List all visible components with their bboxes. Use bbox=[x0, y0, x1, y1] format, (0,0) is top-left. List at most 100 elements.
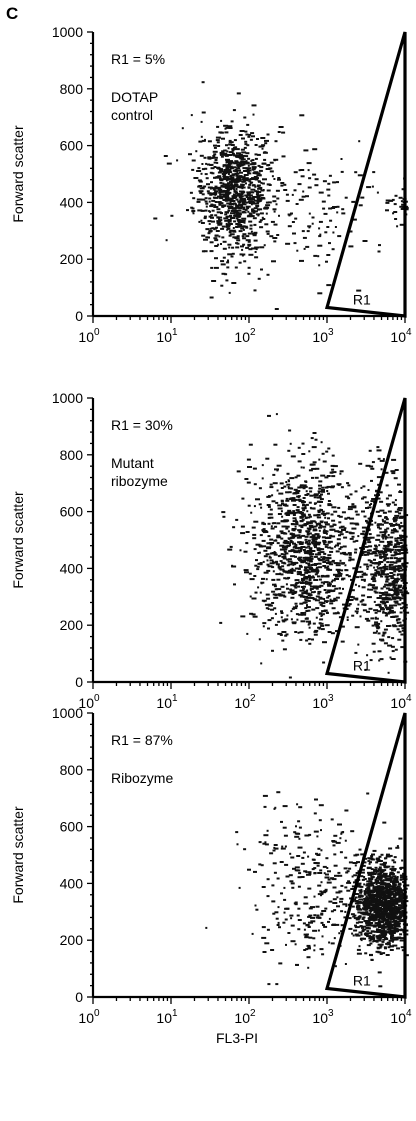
data-point bbox=[354, 583, 357, 586]
data-point bbox=[331, 535, 336, 538]
data-point bbox=[277, 906, 280, 909]
data-point bbox=[226, 227, 230, 230]
data-point bbox=[294, 866, 300, 869]
data-point bbox=[225, 215, 229, 218]
data-point bbox=[326, 490, 329, 492]
data-point bbox=[332, 898, 337, 901]
data-point bbox=[369, 536, 375, 539]
data-point bbox=[401, 188, 405, 191]
data-point bbox=[281, 131, 286, 134]
data-point bbox=[333, 909, 337, 912]
data-point bbox=[292, 504, 297, 506]
data-point bbox=[373, 609, 379, 612]
data-point bbox=[280, 616, 283, 619]
data-point bbox=[272, 570, 275, 573]
data-point bbox=[373, 914, 376, 917]
data-point bbox=[372, 919, 376, 922]
data-point bbox=[312, 173, 317, 176]
data-point bbox=[305, 933, 309, 936]
data-point bbox=[310, 463, 316, 466]
data-point bbox=[367, 584, 370, 587]
data-point bbox=[376, 947, 380, 950]
data-point bbox=[331, 607, 336, 610]
data-point bbox=[247, 243, 252, 246]
data-point bbox=[301, 577, 305, 580]
data-point bbox=[319, 890, 323, 893]
data-point bbox=[374, 572, 378, 575]
data-point bbox=[267, 627, 270, 630]
data-point bbox=[365, 895, 368, 898]
data-point bbox=[373, 574, 378, 577]
data-point bbox=[389, 898, 392, 901]
data-point bbox=[385, 518, 389, 521]
data-point bbox=[315, 553, 319, 556]
data-point bbox=[251, 159, 255, 162]
data-point bbox=[315, 467, 320, 470]
data-point bbox=[306, 550, 309, 553]
data-point bbox=[370, 930, 375, 933]
data-point bbox=[388, 494, 392, 497]
data-point bbox=[347, 880, 351, 883]
data-point bbox=[312, 537, 317, 539]
data-point bbox=[359, 898, 363, 901]
data-point bbox=[389, 568, 392, 571]
data-point bbox=[300, 620, 306, 623]
data-point bbox=[389, 550, 392, 553]
data-point bbox=[290, 610, 293, 613]
data-point bbox=[390, 934, 395, 937]
data-point bbox=[356, 904, 361, 907]
data-point bbox=[365, 464, 371, 467]
data-point bbox=[321, 452, 325, 455]
data-point bbox=[294, 901, 298, 904]
data-point bbox=[245, 239, 251, 242]
data-point bbox=[392, 894, 396, 897]
data-point bbox=[312, 586, 317, 589]
data-point bbox=[376, 860, 380, 862]
data-point bbox=[321, 486, 325, 489]
data-point bbox=[235, 217, 239, 220]
data-point bbox=[396, 225, 399, 228]
data-point bbox=[221, 272, 226, 275]
data-point bbox=[211, 209, 215, 212]
data-point bbox=[318, 264, 321, 267]
data-point bbox=[364, 878, 367, 880]
data-point bbox=[394, 596, 400, 599]
data-point bbox=[310, 564, 314, 566]
data-point bbox=[353, 881, 356, 884]
data-point bbox=[396, 916, 401, 919]
data-point bbox=[367, 860, 371, 863]
data-point bbox=[368, 880, 373, 883]
data-point bbox=[383, 875, 386, 878]
data-point bbox=[228, 143, 233, 146]
data-point bbox=[391, 472, 396, 475]
data-point bbox=[191, 210, 194, 213]
data-point bbox=[251, 247, 256, 250]
data-point bbox=[287, 486, 290, 488]
data-point bbox=[295, 561, 299, 564]
data-point bbox=[389, 918, 395, 921]
data-point bbox=[276, 588, 282, 591]
data-point bbox=[317, 847, 321, 850]
data-point bbox=[359, 890, 363, 893]
data-point bbox=[307, 599, 311, 602]
data-point bbox=[331, 579, 336, 582]
data-point bbox=[191, 168, 195, 171]
data-point bbox=[379, 902, 385, 905]
data-point bbox=[375, 883, 378, 886]
data-point bbox=[254, 251, 257, 253]
data-point bbox=[385, 954, 390, 956]
data-point bbox=[327, 182, 331, 185]
data-point bbox=[372, 889, 376, 892]
data-point bbox=[327, 500, 331, 502]
data-point bbox=[255, 193, 259, 196]
data-point bbox=[339, 533, 344, 536]
data-point bbox=[270, 525, 273, 528]
data-point bbox=[267, 516, 271, 519]
data-point bbox=[404, 207, 409, 209]
data-point bbox=[289, 914, 294, 917]
data-point bbox=[393, 593, 398, 595]
data-point bbox=[247, 167, 252, 170]
data-point bbox=[396, 508, 400, 511]
data-point bbox=[370, 503, 373, 505]
data-point bbox=[317, 884, 322, 887]
